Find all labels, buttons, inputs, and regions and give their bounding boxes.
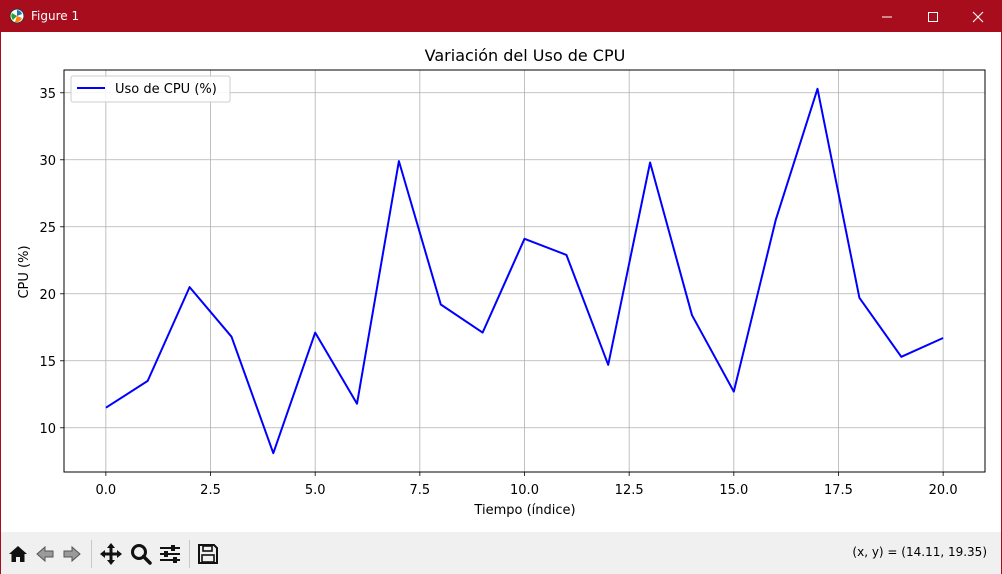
x-axis-label: Tiempo (índice)	[473, 503, 575, 518]
toolbar-separator	[189, 540, 190, 568]
x-tick-label: 7.5	[409, 483, 430, 498]
magnifier-icon	[131, 544, 152, 565]
y-tick-label: 35	[39, 87, 56, 102]
minimize-icon	[882, 16, 892, 17]
toolbar-separator	[91, 540, 92, 568]
maximize-button[interactable]	[910, 1, 956, 32]
series-line-cpu-usage	[105, 87, 944, 455]
navigation-toolbar: (x, y) = (14.11, 19.35)	[1, 532, 1001, 574]
back-button[interactable]	[32, 541, 58, 567]
pan-button[interactable]	[98, 541, 124, 567]
cursor-coordinates: (x, y) = (14.11, 19.35)	[852, 545, 987, 559]
forward-arrow-icon	[63, 545, 81, 563]
y-tick-label: 15	[39, 355, 56, 370]
legend-box	[70, 75, 231, 103]
configure-subplots-button[interactable]	[157, 541, 183, 567]
home-button[interactable]	[5, 541, 31, 567]
app-icon	[9, 8, 25, 24]
axes-frame	[63, 69, 986, 473]
x-tick-label: 15.0	[719, 483, 748, 498]
chart-title: Variación del Uso de CPU	[425, 46, 626, 65]
x-tick-label: 20.0	[929, 483, 958, 498]
minimize-button[interactable]	[864, 1, 910, 32]
x-tick-label: 17.5	[824, 483, 853, 498]
floppy-disk-icon	[198, 544, 218, 564]
legend: Uso de CPU (%)	[70, 75, 231, 103]
title-bar[interactable]: Figure 1	[1, 1, 1001, 32]
y-tick-label: 25	[39, 221, 56, 236]
line-chart: Variación del Uso de CPU 0.0 2.5 5.0 7.5 10.…	[17, 46, 986, 518]
zoom-button[interactable]	[128, 541, 154, 567]
home-icon	[9, 546, 27, 562]
legend-label: Uso de CPU (%)	[115, 82, 217, 97]
x-tick-label: 12.5	[615, 483, 644, 498]
save-button[interactable]	[195, 541, 221, 567]
y-tick-label: 10	[39, 422, 56, 437]
close-button[interactable]	[955, 1, 1001, 32]
maximize-icon	[928, 11, 938, 22]
y-tick-label: 20	[39, 288, 56, 303]
sliders-icon	[160, 545, 180, 563]
figure-canvas[interactable]: Variación del Uso de CPU 0.0 2.5 5.0 7.5 10.…	[1, 32, 1001, 532]
y-axis-label: CPU (%)	[17, 245, 32, 298]
window-title: Figure 1	[31, 9, 80, 23]
y-tick-label: 30	[39, 154, 56, 169]
x-tick-label: 2.5	[200, 483, 221, 498]
close-icon	[972, 11, 984, 22]
x-tick-label: 0.0	[96, 483, 117, 498]
back-arrow-icon	[36, 545, 54, 563]
move-icon	[100, 543, 122, 565]
x-tick-label: 10.0	[510, 483, 539, 498]
forward-button[interactable]	[59, 541, 85, 567]
x-tick-label: 5.0	[305, 483, 326, 498]
